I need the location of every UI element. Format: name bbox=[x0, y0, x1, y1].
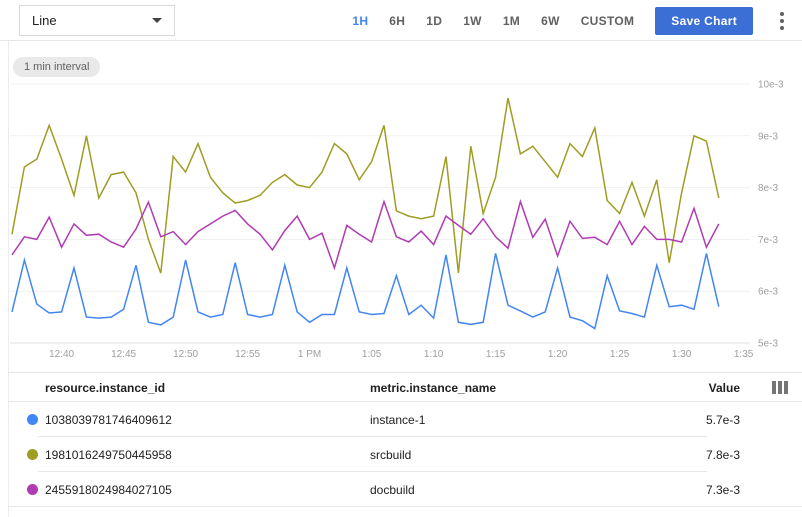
time-range-6w[interactable]: 6W bbox=[541, 13, 560, 28]
cell-instance-name: srcbuild bbox=[370, 448, 412, 462]
chart-type-value: Line bbox=[32, 13, 57, 28]
time-range-1m[interactable]: 1M bbox=[502, 13, 521, 28]
x-axis-tick-label: 1:35 bbox=[734, 349, 754, 360]
cell-instance-name: docbuild bbox=[370, 483, 415, 497]
series-color-dot bbox=[27, 414, 38, 425]
y-axis-tick-label: 7e-3 bbox=[758, 235, 778, 246]
legend-table-body: 1038039781746409612 instance-1 5.7e-3 19810… bbox=[8, 402, 802, 507]
cell-value: 7.3e-3 bbox=[705, 483, 740, 497]
x-axis-tick-label: 12:55 bbox=[235, 349, 260, 360]
x-axis-tick-label: 1:30 bbox=[672, 349, 692, 360]
x-axis-tick-label: 1 PM bbox=[298, 349, 321, 360]
series-line-srcbuild bbox=[11, 97, 720, 274]
legend-table-header: resource.instance_id metric.instance_nam… bbox=[8, 373, 802, 402]
x-axis-tick-label: 12:45 bbox=[111, 349, 136, 360]
column-header-instance-name: metric.instance_name bbox=[370, 381, 497, 395]
toolbar-right: 1H 6H 1D 1W 1M 6W CUSTOM Save Chart bbox=[352, 0, 790, 41]
cell-instance-id: 1981016249750445958 bbox=[45, 448, 172, 462]
time-range-group: 1H 6H 1D 1W 1M 6W CUSTOM bbox=[352, 14, 634, 28]
x-axis-tick-label: 1:25 bbox=[610, 349, 630, 360]
time-range-1h[interactable]: 1H bbox=[352, 13, 369, 28]
y-axis-tick-label: 6e-3 bbox=[758, 287, 778, 298]
kebab-menu-icon[interactable] bbox=[774, 8, 790, 34]
chevron-down-icon bbox=[152, 18, 162, 23]
x-axis-tick-label: 1:05 bbox=[362, 349, 382, 360]
x-axis-tick-label: 12:50 bbox=[173, 349, 198, 360]
time-range-1d[interactable]: 1D bbox=[426, 13, 443, 28]
time-range-custom[interactable]: CUSTOM bbox=[580, 13, 635, 28]
time-range-1w[interactable]: 1W bbox=[463, 13, 482, 28]
x-axis-tick-label: 1:15 bbox=[486, 349, 506, 360]
interval-badge: 1 min interval bbox=[13, 57, 101, 77]
chart-svg[interactable]: 10e-3 9e-3 8e-3 7e-3 6e-3 5e-3 12:40 12:45 12:50… bbox=[8, 75, 802, 367]
cell-instance-id: 2455918024984027105 bbox=[45, 483, 172, 497]
cell-instance-name: instance-1 bbox=[370, 413, 426, 427]
cell-instance-id: 1038039781746409612 bbox=[45, 413, 172, 427]
column-header-value: Value bbox=[708, 381, 740, 395]
y-axis-tick-label: 8e-3 bbox=[758, 183, 778, 194]
y-axis-tick-label: 5e-3 bbox=[758, 339, 778, 350]
x-axis-tick-label: 1:20 bbox=[548, 349, 568, 360]
toolbar: Line 1H 6H 1D 1W 1M 6W CUSTOM Save Chart bbox=[0, 0, 802, 41]
x-axis-tick-label: 12:40 bbox=[49, 349, 74, 360]
y-axis-tick-label: 9e-3 bbox=[758, 131, 778, 142]
y-axis-tick-label: 10e-3 bbox=[758, 80, 784, 91]
save-chart-button[interactable]: Save Chart bbox=[655, 6, 753, 35]
x-axis-tick-label: 1:10 bbox=[424, 349, 444, 360]
table-row[interactable]: 1981016249750445958 srcbuild 7.8e-3 bbox=[8, 437, 802, 472]
series-color-dot bbox=[27, 484, 38, 495]
cell-value: 7.8e-3 bbox=[705, 448, 740, 462]
series-line-docbuild bbox=[11, 199, 720, 271]
chart-type-select[interactable]: Line bbox=[19, 5, 175, 36]
column-header-instance-id: resource.instance_id bbox=[45, 381, 166, 395]
panel-left-border bbox=[8, 41, 9, 517]
series-line-instance-1 bbox=[11, 253, 720, 330]
table-row[interactable]: 2455918024984027105 docbuild 7.3e-3 bbox=[8, 472, 802, 507]
legend-table: resource.instance_id metric.instance_nam… bbox=[8, 372, 802, 507]
view-column-icon[interactable] bbox=[772, 381, 788, 394]
time-range-6h[interactable]: 6H bbox=[389, 13, 406, 28]
table-row[interactable]: 1038039781746409612 instance-1 5.7e-3 bbox=[8, 402, 802, 437]
series-color-dot bbox=[27, 449, 38, 460]
cell-value: 5.7e-3 bbox=[705, 413, 740, 427]
